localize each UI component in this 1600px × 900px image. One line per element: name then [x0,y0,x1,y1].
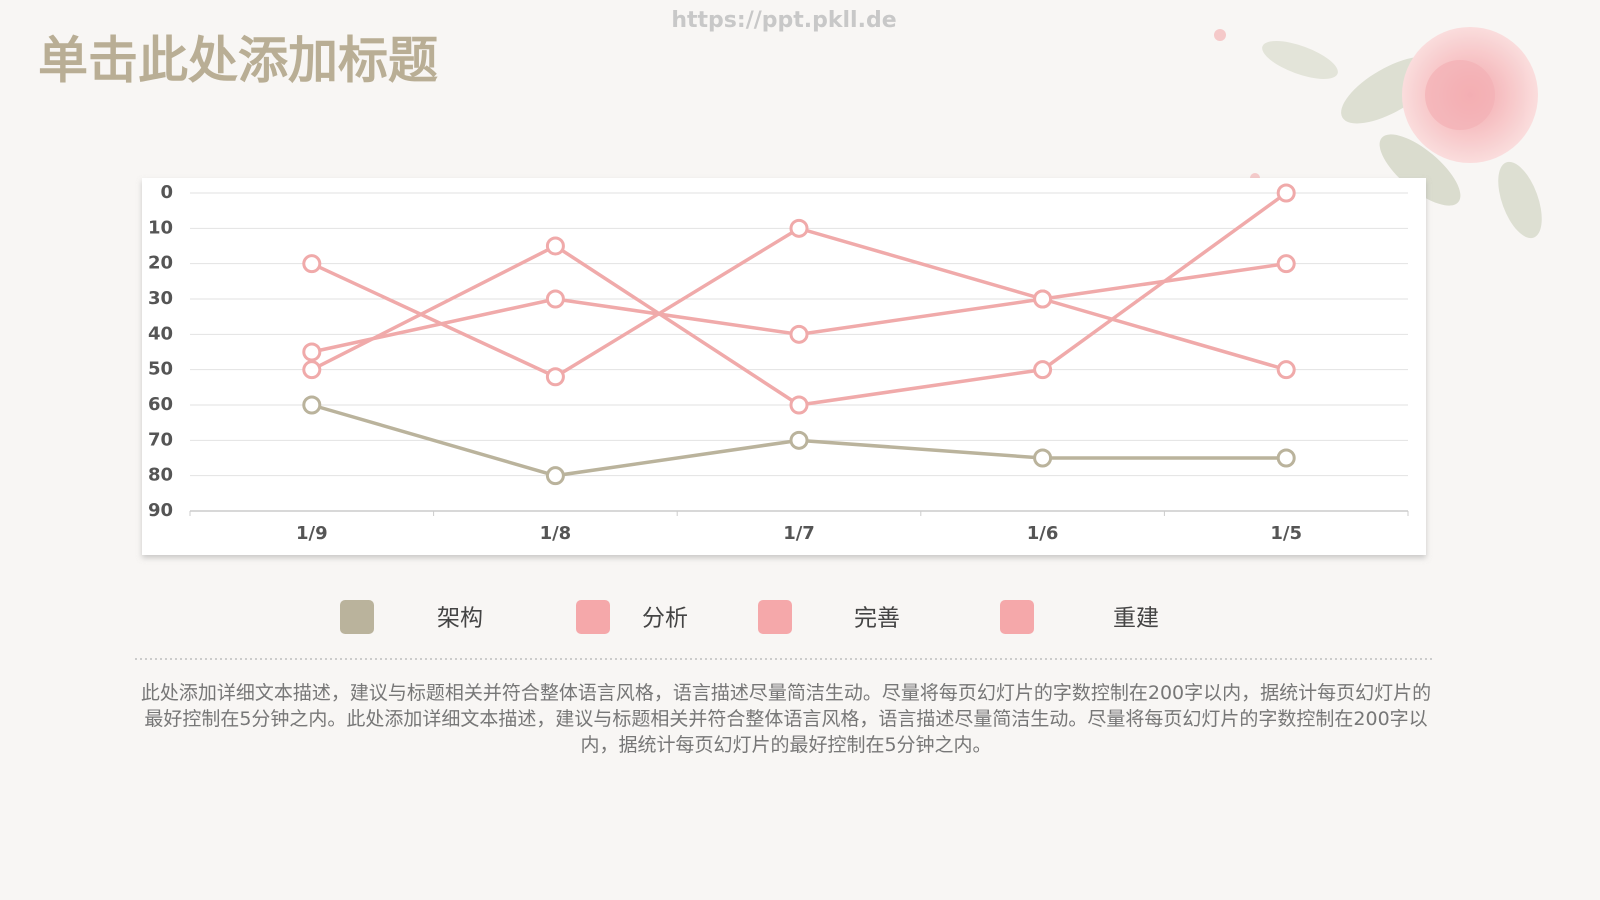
x-tick-label: 1/8 [540,523,572,544]
x-tick-label: 1/7 [783,523,815,544]
flower-decoration [1214,27,1542,239]
point [545,289,565,309]
y-tick-label: 70 [148,429,173,450]
legend-label: 分析 [642,606,688,632]
point [1033,360,1053,380]
legend-swatch [340,600,374,634]
point [1276,183,1296,203]
point [1033,289,1053,309]
x-tick-label: 1/5 [1270,523,1302,544]
y-tick-label: 30 [148,288,173,309]
point [302,342,322,362]
y-tick-label: 60 [148,394,173,415]
chart-panel [142,178,1426,555]
x-tick-label: 1/6 [1027,523,1059,544]
y-tick-label: 80 [148,465,173,486]
point [789,218,809,238]
point [789,324,809,344]
point [302,360,322,380]
point [789,430,809,450]
y-tick-label: 50 [148,359,173,380]
slide-title: 单击此处添加标题 [38,32,438,90]
legend-label: 架构 [437,606,483,632]
point [789,395,809,415]
y-tick-label: 0 [160,182,173,203]
legend-label: 重建 [1113,606,1159,632]
body-text: 此处添加详细文本描述，建议与标题相关并符合整体语言风格，语言描述尽量简洁生动。尽… [140,682,1432,756]
legend-swatch [758,600,792,634]
y-tick-label: 10 [148,217,173,238]
point [545,367,565,387]
point [1033,448,1053,468]
y-tick-label: 40 [148,323,173,344]
y-tick-label: 90 [148,500,173,521]
point [302,254,322,274]
legend-swatch [1000,600,1034,634]
point [545,466,565,486]
point [1276,360,1296,380]
x-tick-label: 1/9 [296,523,328,544]
y-tick-label: 20 [148,253,173,274]
point [302,395,322,415]
legend-label: 完善 [854,606,900,632]
point [1276,448,1296,468]
legend-swatch [576,600,610,634]
point [1276,254,1296,274]
point [545,236,565,256]
watermark: https://ppt.pkll.de [671,8,896,33]
